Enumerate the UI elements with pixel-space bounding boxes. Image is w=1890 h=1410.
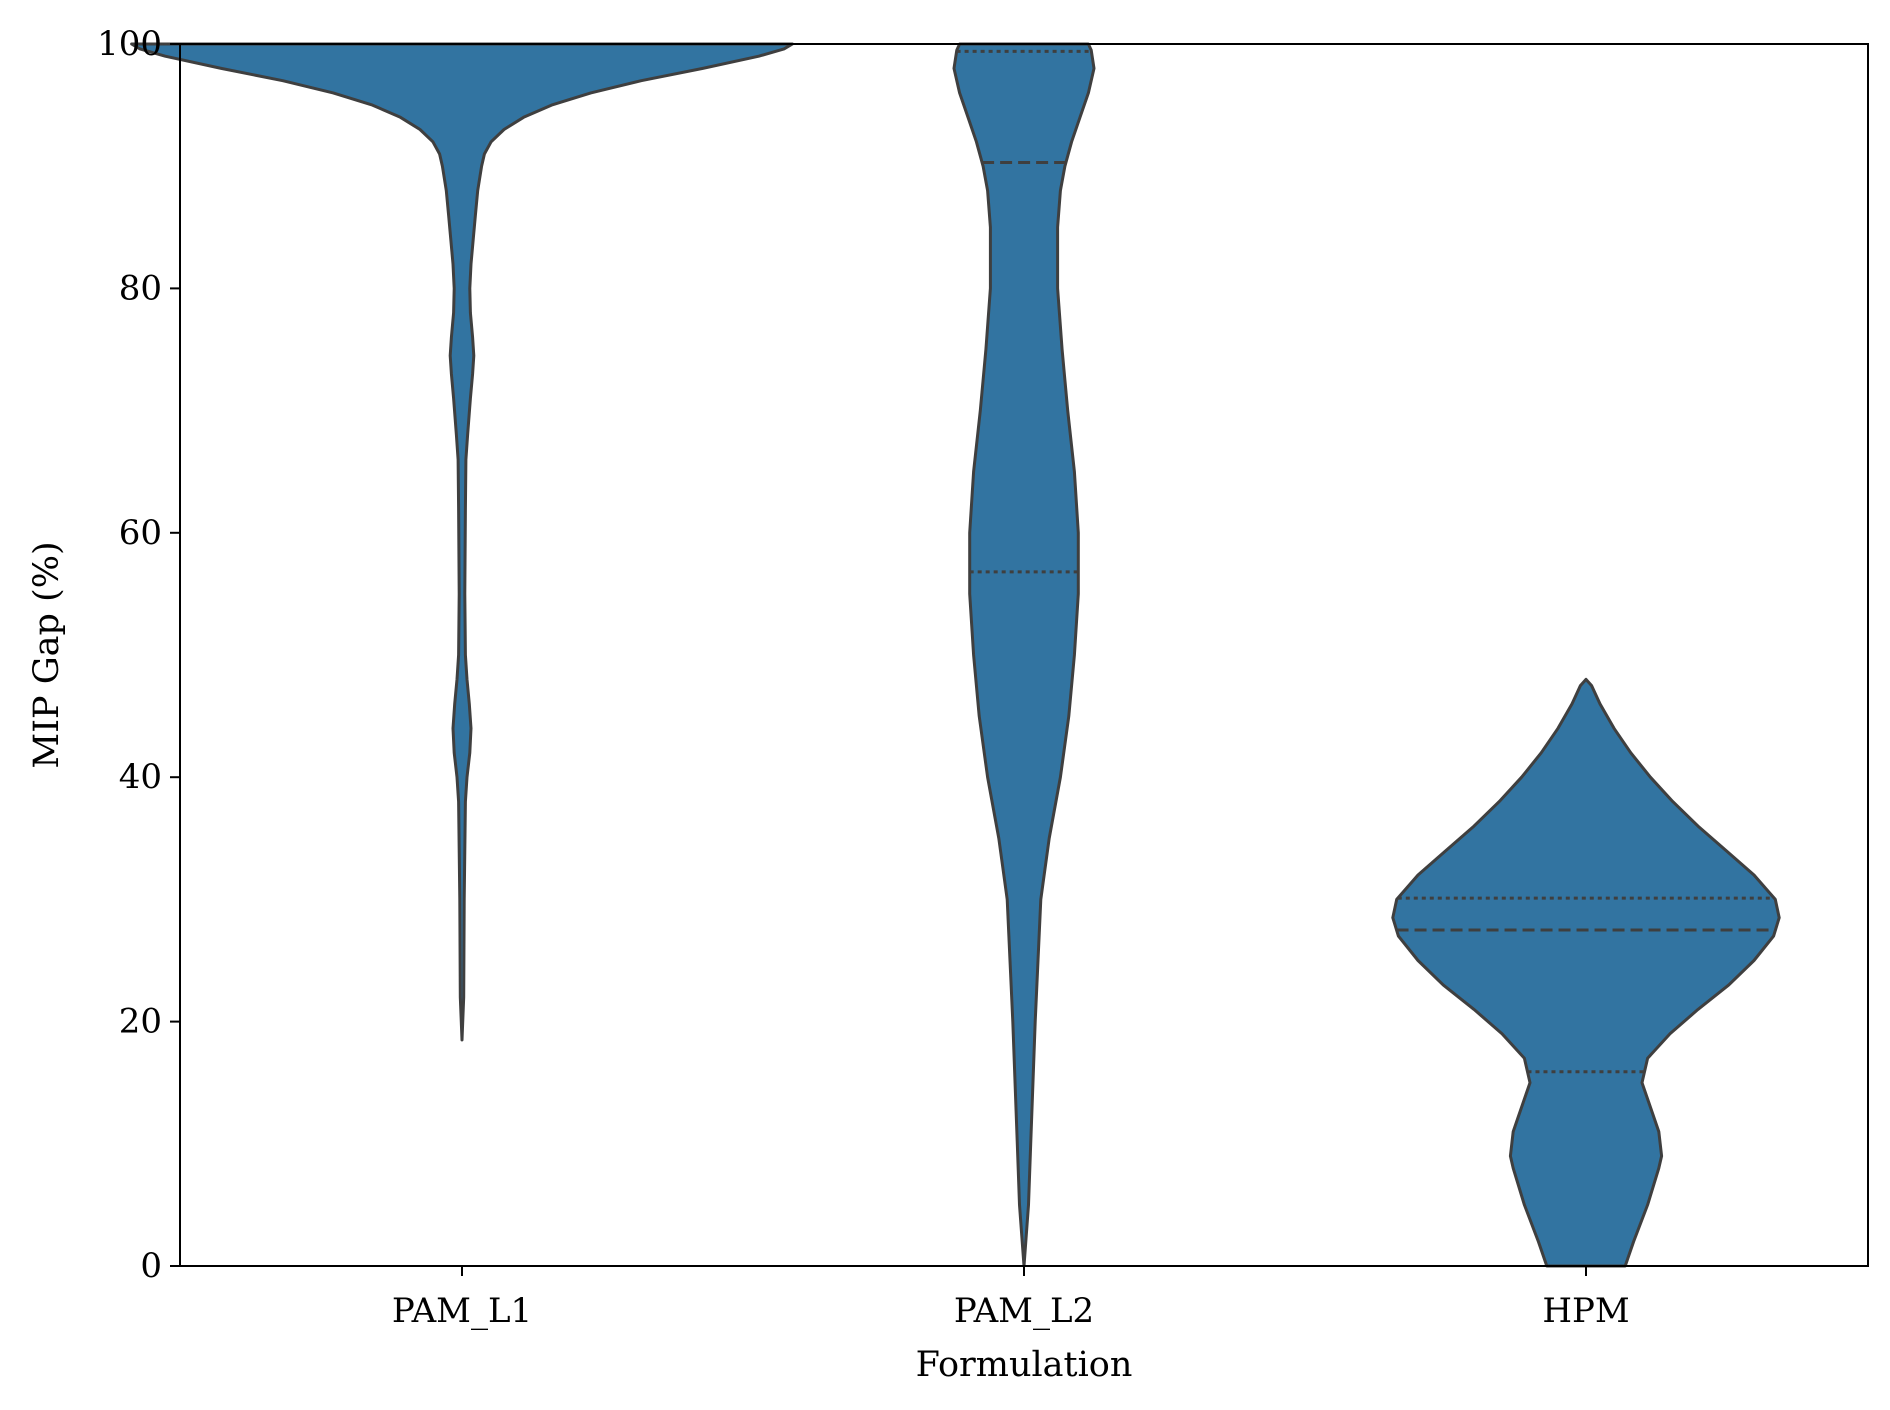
violins-layer bbox=[130, 42, 1781, 1268]
x-tick-label: PAM_L1 bbox=[392, 1291, 532, 1331]
x-tick-label: PAM_L2 bbox=[954, 1291, 1094, 1331]
x-axis: PAM_L1 PAM_L2 HPM bbox=[392, 1266, 1630, 1331]
x-axis-title: Formulation bbox=[916, 1345, 1133, 1385]
y-tick-label: 40 bbox=[119, 757, 162, 797]
y-axis: 0 20 40 60 80 100 bbox=[97, 24, 180, 1286]
y-tick-label: 80 bbox=[119, 268, 162, 308]
y-tick-label: 100 bbox=[97, 24, 162, 64]
violin-hpm bbox=[1391, 677, 1781, 1268]
y-tick-label: 60 bbox=[119, 513, 162, 553]
y-tick-label: 20 bbox=[119, 1002, 162, 1042]
y-axis-title: MIP Gap (%) bbox=[27, 541, 67, 768]
x-tick-label: HPM bbox=[1542, 1291, 1629, 1331]
y-tick-label: 0 bbox=[140, 1246, 162, 1286]
